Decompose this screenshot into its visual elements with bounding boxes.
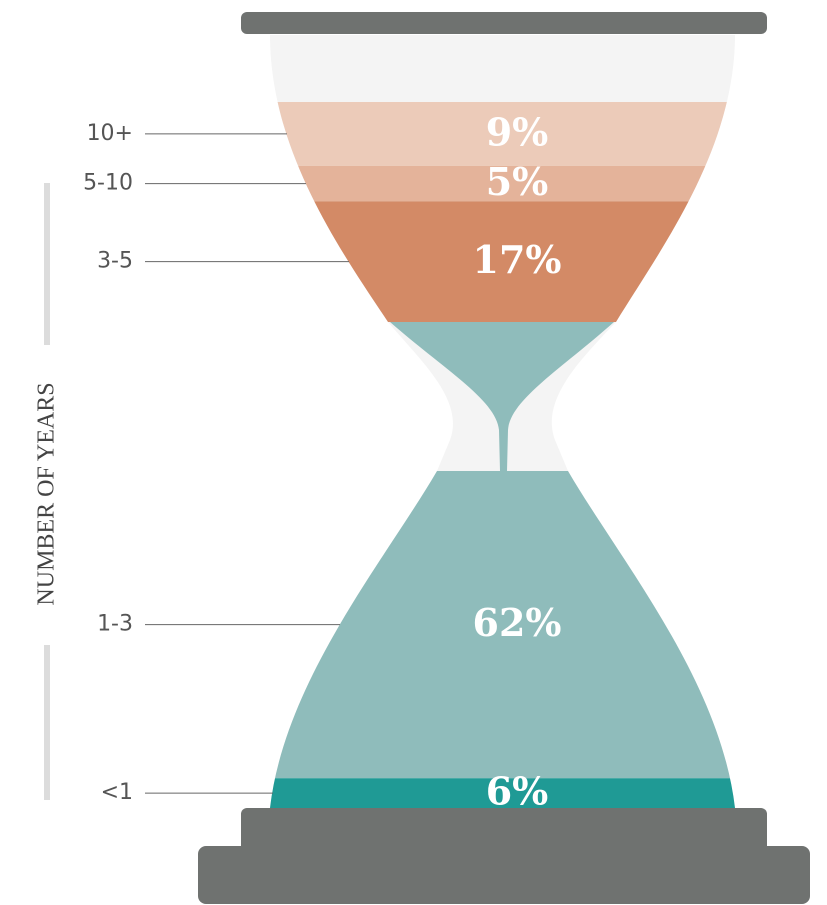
axis-title: NUMBER OF YEARS (34, 382, 60, 605)
top-plate (241, 12, 767, 34)
category-label: 3-5 (97, 249, 133, 274)
axis-bar (44, 183, 50, 345)
band (270, 165, 735, 202)
axis-bar (44, 645, 50, 800)
band (270, 102, 735, 166)
value-label: 5% (486, 159, 549, 204)
category-label: 1-3 (97, 612, 133, 637)
value-label: 17% (473, 237, 562, 282)
category-label: 10+ (87, 121, 133, 146)
category-label: <1 (101, 780, 133, 805)
base-lower (198, 846, 810, 904)
value-label: 6% (486, 769, 549, 814)
category-label: 5-10 (83, 171, 133, 196)
value-label: 9% (486, 109, 549, 154)
value-label: 62% (473, 600, 562, 645)
band (270, 778, 735, 808)
sand-stream (390, 322, 614, 471)
base-upper (241, 808, 767, 852)
